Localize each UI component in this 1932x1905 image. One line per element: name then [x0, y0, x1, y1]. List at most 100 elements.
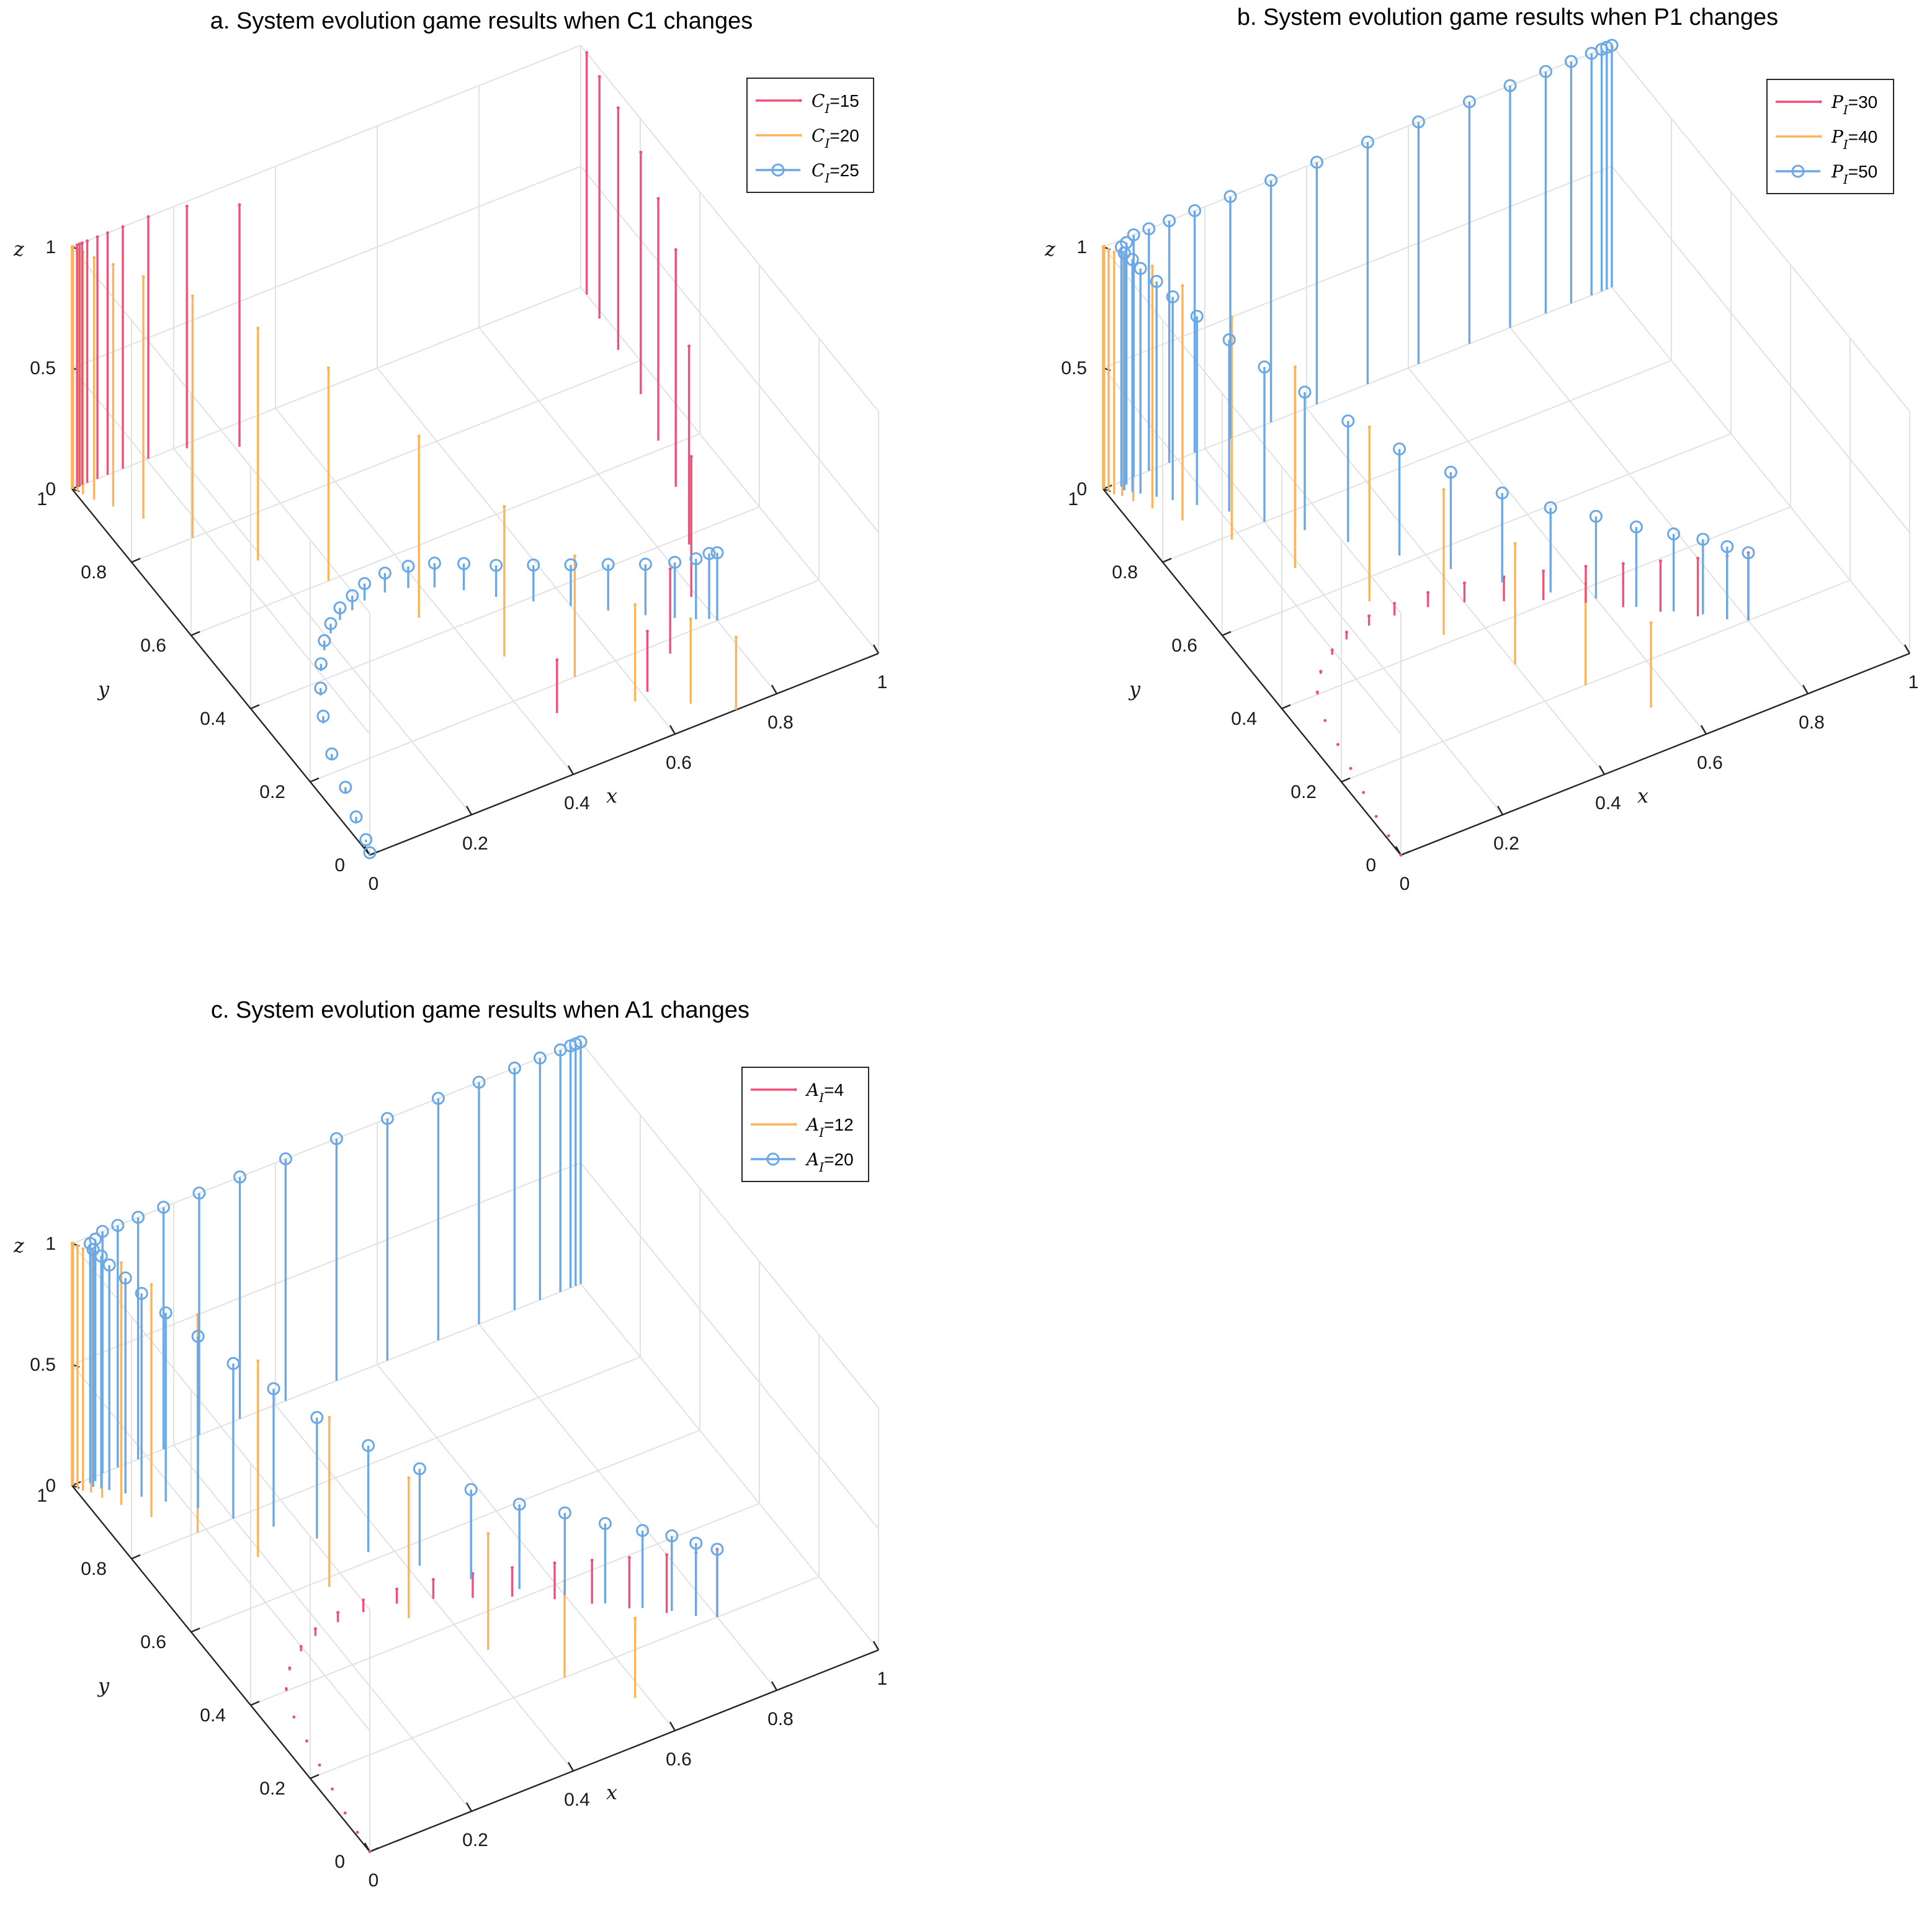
back-wall-grid-line [1102, 45, 1612, 248]
data-point-marker [1621, 562, 1625, 565]
data-point-marker [279, 1152, 292, 1165]
data-point-marker [1150, 275, 1163, 289]
y-tick-label: 0 [1366, 855, 1376, 876]
data-point-marker [1513, 542, 1517, 545]
data-point-marker [1495, 486, 1509, 500]
data-point-marker [1361, 135, 1374, 149]
z-axis-label: z [1044, 237, 1056, 261]
floor-grid-line [310, 580, 820, 782]
data-point-marker [1336, 743, 1339, 746]
y-tick-mark [369, 850, 379, 856]
data-point-marker [689, 617, 692, 621]
legend-sub: I [824, 136, 830, 151]
y-tick-mark [190, 630, 200, 637]
legend-sub: I [818, 1090, 825, 1105]
panel-title: a. System evolution game results when C1… [210, 8, 753, 34]
data-point-marker [378, 567, 391, 580]
y-tick-label: 0 [334, 855, 345, 876]
data-point-marker [1387, 834, 1390, 838]
x-tick-label: 0 [369, 874, 379, 894]
legend-sub: I [1843, 172, 1849, 187]
legend-value: =20 [830, 126, 859, 145]
data-point-marker [1120, 236, 1134, 249]
data-point-marker [1393, 602, 1397, 605]
legend-marker [794, 1123, 797, 1126]
data-point-marker [1315, 690, 1319, 694]
x-tick-label: 0.2 [1493, 833, 1519, 854]
back-wall-grid-line [71, 1162, 581, 1365]
floor-grid-line [1408, 367, 1707, 735]
y-tick-label: 0.6 [1171, 635, 1197, 656]
y-axis [71, 488, 370, 856]
right-wall-grid-line [1611, 166, 1910, 533]
data-point-marker [665, 1553, 669, 1557]
data-point-marker [511, 1566, 514, 1569]
x-tick-mark [465, 1802, 473, 1812]
data-point-marker [689, 455, 693, 459]
data-point-marker [464, 1483, 478, 1496]
data-point-marker [1264, 174, 1278, 187]
legend-entry: CI=15 [812, 91, 859, 116]
data-point-marker [150, 1283, 153, 1286]
data-point-marker [573, 554, 576, 558]
panel-title: b. System evolution game results when P1… [1237, 4, 1778, 30]
x-tick-label: 1 [877, 1669, 888, 1689]
data-point-marker [316, 709, 330, 723]
data-point-marker [601, 558, 615, 572]
y-tick-mark [1162, 557, 1172, 563]
floor-grid-line [275, 1404, 574, 1772]
data-point-marker [1330, 648, 1334, 652]
data-point-marker [512, 1497, 526, 1511]
data-point-marker [380, 1112, 394, 1125]
data-point-marker [1444, 465, 1457, 479]
legend-marker [771, 163, 785, 177]
data-point-marker [1344, 630, 1348, 634]
floor-grid-line [190, 1430, 700, 1633]
data-point-marker [75, 243, 79, 247]
floor-grid-line [71, 1283, 581, 1486]
x-tick-mark [567, 765, 575, 775]
legend-value: =40 [1848, 127, 1878, 146]
data-point-marker [333, 601, 347, 615]
data-point-marker [1293, 365, 1297, 369]
side-wall-grid-line [1102, 246, 1402, 614]
floor-grid-line [1204, 448, 1503, 815]
floor-grid-line [131, 360, 641, 563]
data-point-marker [1442, 488, 1446, 491]
data-point-marker [157, 1201, 171, 1214]
data-point-marker [96, 235, 99, 239]
x-tick-mark [872, 1641, 880, 1651]
data-point-marker [1223, 190, 1237, 204]
legend-var: P [1831, 92, 1844, 112]
data-point-marker [1742, 546, 1755, 560]
data-point-marker [325, 747, 339, 761]
data-point-marker [633, 1616, 637, 1620]
floor-grid-line [580, 1283, 879, 1651]
floor-grid-line [1102, 287, 1612, 490]
legend-value: =30 [1848, 92, 1878, 112]
data-point-marker [192, 1186, 206, 1200]
x-tick-label: 0.4 [564, 793, 590, 814]
z-tick-label: 0.5 [30, 1355, 56, 1375]
legend-value: =12 [824, 1115, 854, 1134]
data-point-marker [119, 1271, 132, 1285]
y-tick-mark [131, 1554, 141, 1560]
floor-grid-line [131, 1356, 641, 1559]
y-tick-label: 1 [37, 1486, 47, 1506]
data-point-marker [92, 256, 96, 259]
x-axis [1400, 652, 1910, 856]
x-axis-label: x [606, 784, 617, 807]
data-point-marker [633, 603, 637, 606]
legend-marker [1818, 100, 1822, 104]
data-point-marker [710, 1543, 724, 1556]
series-P_I=30 [1315, 551, 1750, 857]
data-point-marker [553, 1561, 557, 1565]
floor-grid-line [190, 433, 700, 636]
z-tick-label: 1 [1076, 237, 1087, 258]
data-point-marker [558, 1506, 571, 1520]
y-tick-label: 0.8 [81, 1559, 107, 1579]
data-point-marker [1399, 853, 1403, 857]
data-point-marker [431, 1091, 445, 1105]
